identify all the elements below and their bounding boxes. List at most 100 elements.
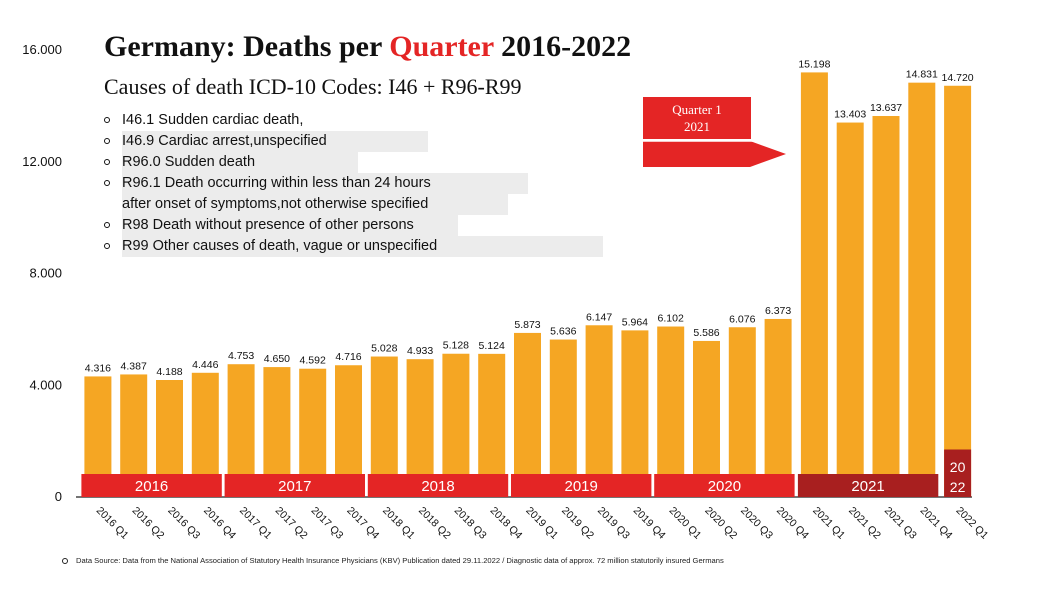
icd-code-list: I46.1 Sudden cardiac death, I46.9 Cardiac…	[104, 110, 603, 257]
icd-code-text: after onset of symptoms,not otherwise sp…	[122, 194, 508, 215]
data-label: 4.753	[228, 350, 254, 362]
chart-title: Germany: Deaths per Quarter 2016-2022	[104, 30, 632, 63]
x-tick-label: 2018 Q2	[416, 505, 453, 542]
data-label: 4.716	[335, 351, 361, 363]
x-tick-label: 2020 Q2	[702, 505, 739, 542]
year-band-label: 2016	[135, 478, 168, 495]
data-label: 6.147	[586, 311, 612, 323]
data-label: 14.720	[942, 72, 974, 84]
icd-code-item: R99 Other causes of death, vague or unsp…	[104, 236, 603, 257]
bullet-icon	[104, 243, 110, 249]
callout-line2: 2021	[684, 119, 710, 134]
bar	[872, 116, 900, 498]
y-tick-label: 4.000	[29, 377, 62, 392]
x-tick-label: 2016 Q2	[130, 505, 167, 542]
bullet-icon	[104, 180, 110, 186]
data-label: 13.637	[870, 102, 902, 114]
data-label: 6.076	[729, 313, 755, 325]
data-label: 5.964	[622, 316, 648, 328]
bar	[370, 356, 398, 497]
icd-code-text: R96.0 Sudden death	[122, 152, 358, 173]
data-label: 15.198	[798, 58, 830, 70]
x-tick-label: 2020 Q3	[738, 505, 775, 542]
data-label: 5.124	[479, 340, 505, 352]
x-tick-label: 2017 Q1	[237, 505, 274, 542]
icd-code-text: R96.1 Death occurring within less than 2…	[122, 173, 528, 194]
x-tick-label: 2020 Q4	[774, 505, 811, 542]
x-tick-label: 2017 Q2	[273, 505, 310, 542]
bar	[657, 326, 685, 497]
bar	[514, 332, 541, 497]
icd-code-item: R98 Death without presence of other pers…	[104, 215, 603, 236]
icd-code-text: R99 Other causes of death, vague or unsp…	[122, 236, 603, 257]
icd-code-item: I46.1 Sudden cardiac death,	[104, 110, 603, 131]
bullet-icon	[104, 222, 110, 228]
bar	[836, 122, 864, 498]
year-band-label: 2019	[565, 478, 598, 495]
bar	[549, 339, 577, 497]
data-label: 5.636	[550, 326, 576, 338]
chart-subtitle: Causes of death ICD-10 Codes: I46 + R96-…	[104, 74, 522, 99]
bar	[944, 85, 972, 497]
x-tick-label: 2018 Q3	[452, 505, 489, 542]
year-band	[511, 474, 652, 497]
icd-code-item: R96.1 Death occurring within less than 2…	[104, 173, 603, 194]
year-band-label: 22	[950, 479, 966, 495]
bar	[908, 82, 936, 497]
x-tick-label: 2016 Q1	[94, 505, 131, 542]
x-tick-label: 2017 Q3	[309, 505, 346, 542]
bar	[442, 353, 470, 497]
data-label: 6.102	[658, 313, 684, 325]
bar	[621, 330, 649, 497]
x-tick-label: 2016 Q3	[165, 505, 202, 542]
data-label: 4.446	[192, 359, 218, 371]
data-label: 4.316	[85, 362, 111, 374]
x-tick-label: 2019 Q2	[559, 505, 596, 542]
data-label: 4.933	[407, 345, 433, 357]
y-tick-label: 0	[55, 489, 62, 504]
icd-code-item: R96.0 Sudden death	[104, 152, 603, 173]
bullet-icon	[104, 138, 110, 144]
year-band-label: 2018	[421, 478, 454, 495]
bar	[478, 353, 506, 497]
data-label: 13.403	[834, 109, 866, 121]
x-tick-label: 2021 Q2	[846, 505, 883, 542]
year-band	[944, 449, 972, 497]
data-label: 5.028	[371, 343, 397, 355]
x-tick-label: 2021 Q1	[810, 505, 847, 542]
year-band	[797, 474, 939, 497]
year-band-label: 2021	[851, 478, 884, 495]
x-tick-label: 2021 Q3	[882, 505, 919, 542]
x-tick-label: 2022 Q1	[953, 505, 990, 542]
x-tick-label: 2016 Q4	[201, 505, 238, 542]
year-band	[367, 474, 509, 497]
bullet-icon	[104, 159, 110, 165]
icd-code-text: I46.9 Cardiac arrest,unspecified	[122, 131, 428, 152]
x-tick-label: 2020 Q1	[667, 505, 704, 542]
year-band	[81, 474, 222, 497]
year-band-label: 2020	[708, 478, 741, 495]
icd-code-text: I46.1 Sudden cardiac death,	[122, 112, 304, 128]
quarter-callout: Quarter 1 2021	[643, 97, 751, 139]
bar	[693, 340, 720, 497]
x-tick-label: 2018 Q1	[380, 505, 417, 542]
x-tick-label: 2021 Q4	[918, 505, 955, 542]
bar	[585, 325, 613, 497]
data-source-note: Data Source: Data from the National Asso…	[62, 556, 724, 565]
data-label: 5.586	[693, 327, 719, 339]
data-label: 4.650	[264, 353, 290, 365]
icd-code-item: after onset of symptoms,not otherwise sp…	[104, 194, 603, 215]
data-label: 4.592	[300, 355, 326, 367]
year-band-label: 2017	[278, 478, 311, 495]
bullet-icon	[62, 558, 68, 564]
bar	[728, 327, 756, 497]
callout-line1: Quarter 1	[672, 102, 722, 117]
icd-code-item: I46.9 Cardiac arrest,unspecified	[104, 131, 603, 152]
year-band	[654, 474, 795, 497]
x-tick-label: 2018 Q4	[488, 505, 525, 542]
data-label: 5.873	[514, 319, 540, 331]
y-tick-label: 16.000	[22, 42, 62, 57]
data-label: 4.387	[121, 360, 147, 372]
data-label: 6.373	[765, 305, 791, 317]
